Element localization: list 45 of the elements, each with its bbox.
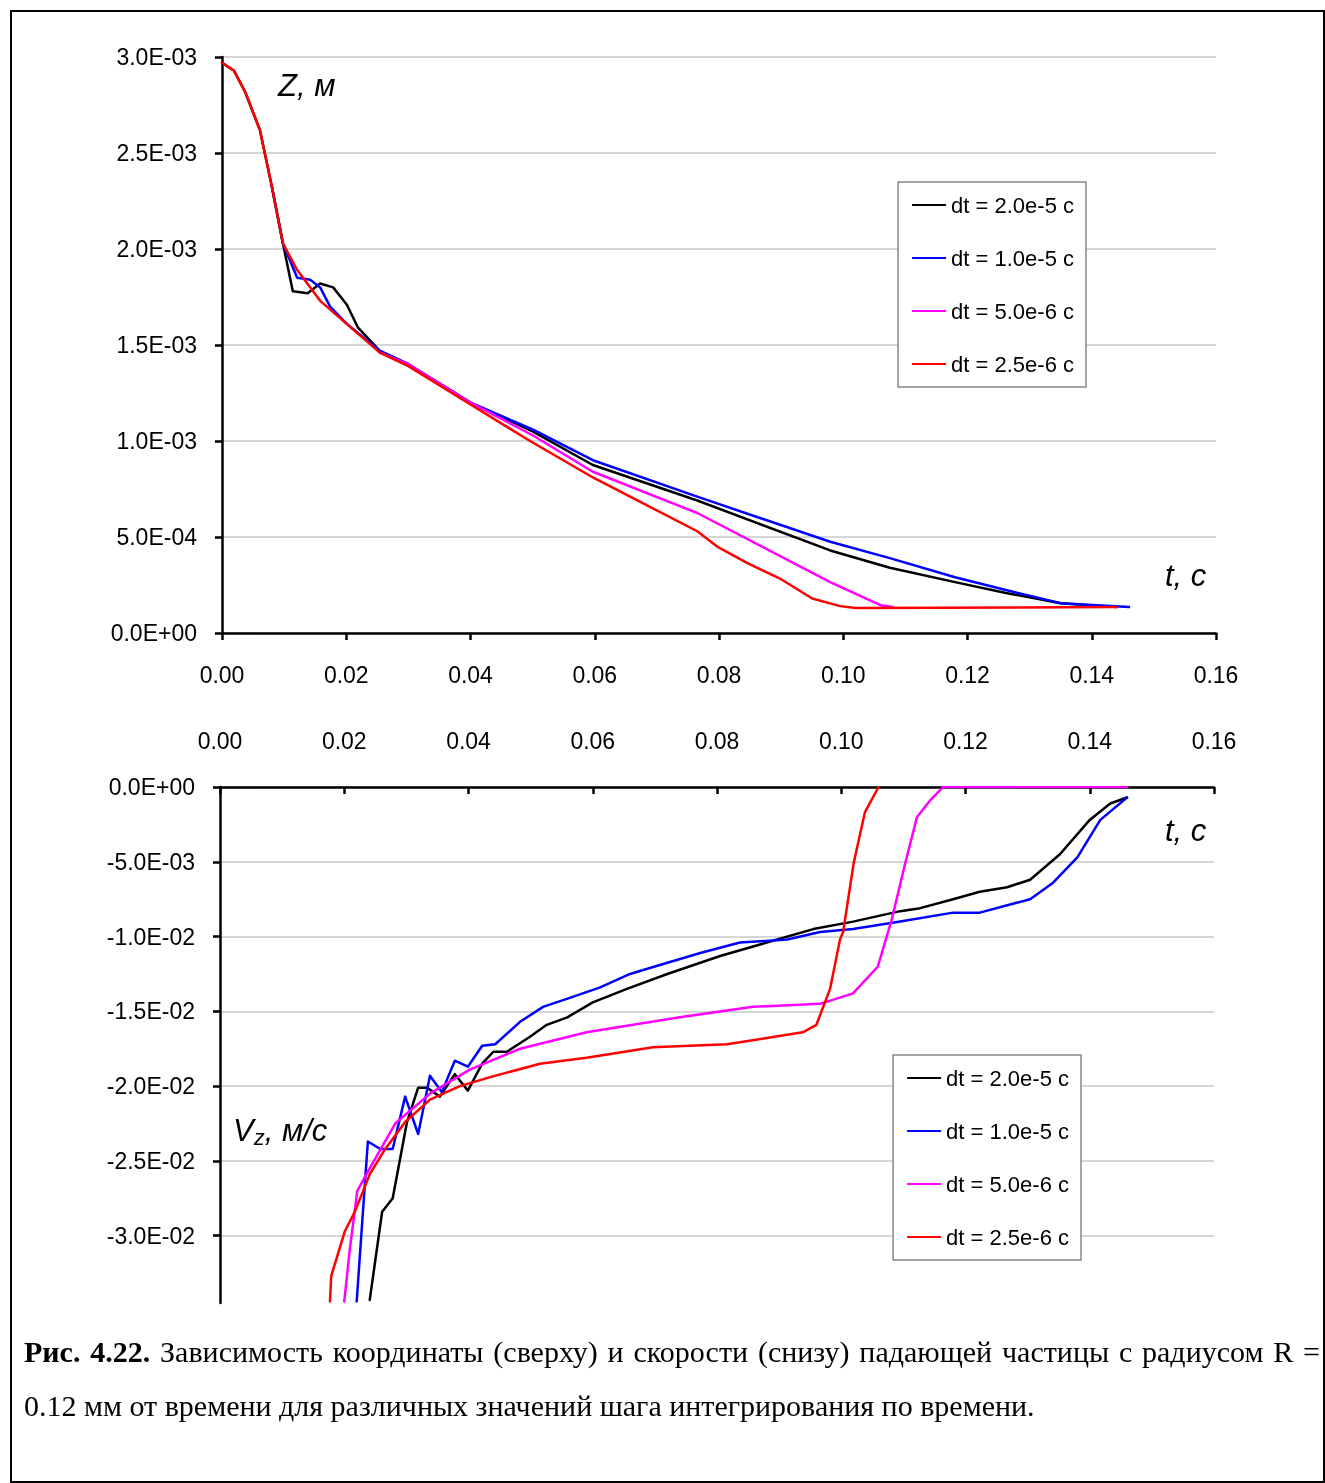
y-tick-label: -1.0E-02: [106, 923, 195, 950]
y-tick-label: 1.5E-03: [116, 332, 197, 358]
y-tick-label: 2.0E-03: [116, 236, 197, 262]
y-tick-label: 2.5E-03: [116, 140, 197, 166]
legend-label: dt = 1.0e-5 с: [946, 1118, 1070, 1144]
x-tick-label: 0.06: [572, 661, 618, 688]
line-series: [328, 785, 880, 1303]
x-tick-label: 0.14: [1067, 727, 1113, 754]
y-tick-label: -2.0E-02: [106, 1073, 195, 1100]
x-tick-label: 0.00: [199, 661, 245, 688]
x-tick-label: 0.10: [818, 727, 864, 754]
y-tick-label: -2.5E-02: [106, 1147, 195, 1174]
y-tick-label: 1.0E-03: [116, 428, 197, 454]
x-tick-label: 0.14: [1069, 661, 1115, 688]
legend-label: dt = 2.5e-6 с: [946, 1224, 1070, 1250]
y-tick-label: -5.0E-03: [106, 848, 195, 875]
x-tick-label: 0.00: [197, 727, 243, 754]
legend-label: dt = 2.0e-5 с: [951, 192, 1075, 218]
x-tick-label: 0.12: [945, 661, 990, 688]
x-axis-title: t, с: [1165, 813, 1207, 848]
y-tick-label: 5.0E-04: [116, 524, 198, 550]
legend-label: dt = 2.5e-6 с: [951, 351, 1075, 377]
legend-label: dt = 5.0e-6 с: [946, 1171, 1070, 1197]
x-tick-label: 0.02: [323, 661, 369, 688]
x-tick-label: 0.12: [943, 727, 988, 754]
x-tick-label: 0.16: [1193, 661, 1239, 688]
x-tick-label: 0.08: [694, 727, 740, 754]
x-axis-title: t, с: [1165, 558, 1207, 593]
y-tick-label: 3.0E-03: [116, 44, 197, 70]
x-tick-label: 0.04: [446, 727, 492, 754]
legend-label: dt = 5.0e-6 с: [951, 298, 1075, 324]
y-axis-title: Z, м: [277, 68, 336, 103]
legend-label: dt = 2.0e-5 с: [946, 1065, 1070, 1091]
x-tick-label: 0.08: [696, 661, 742, 688]
y-tick-label: 0.0E+00: [108, 774, 195, 800]
x-tick-label: 0.10: [820, 661, 866, 688]
legend-label: dt = 1.0e-5 с: [951, 245, 1075, 271]
text: Рис. 4.22. Зависимость координаты (сверху) и скорости (снизу) падающей частицы с радиусом R = 0.12 мм от времени для различных значений шага интегрирования по времени.: [24, 1335, 1320, 1422]
x-tick-label: 0.06: [570, 727, 616, 754]
y-tick-label: 0.0E+00: [110, 620, 197, 646]
y-tick-label: -3.0E-02: [106, 1222, 195, 1249]
y-tick-label: -1.5E-02: [106, 998, 195, 1025]
x-tick-label: 0.02: [321, 727, 367, 754]
x-tick-label: 0.16: [1191, 727, 1237, 754]
x-tick-label: 0.04: [448, 661, 494, 688]
